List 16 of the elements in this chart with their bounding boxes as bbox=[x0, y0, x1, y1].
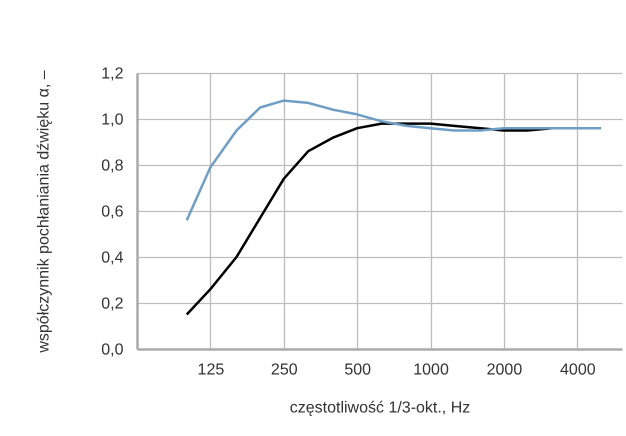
x-tick-label: 500 bbox=[344, 362, 372, 378]
y-tick-label: 0,4 bbox=[101, 250, 124, 266]
x-tick-label: 1000 bbox=[413, 362, 449, 378]
x-axis-title: częstotliwość 1/3-okt., Hz bbox=[290, 400, 470, 416]
y-tick-label: 1,2 bbox=[101, 66, 124, 82]
y-tick-label: 0,2 bbox=[101, 296, 124, 312]
y-tick-label: 0,8 bbox=[101, 158, 124, 174]
line-series bbox=[186, 99, 602, 222]
x-tick-label: 250 bbox=[270, 362, 298, 378]
y-axis-title: współczynnik pochłaniania dźwięku α, – bbox=[35, 70, 52, 354]
y-tick-label: 1,0 bbox=[101, 112, 124, 128]
y-tick-label: 0,0 bbox=[101, 342, 124, 358]
y-tick-label: 0,6 bbox=[101, 204, 124, 220]
x-tick-label: 4000 bbox=[560, 362, 596, 378]
x-tick-label: 125 bbox=[198, 362, 224, 378]
x-tick-label: 2000 bbox=[486, 362, 522, 378]
